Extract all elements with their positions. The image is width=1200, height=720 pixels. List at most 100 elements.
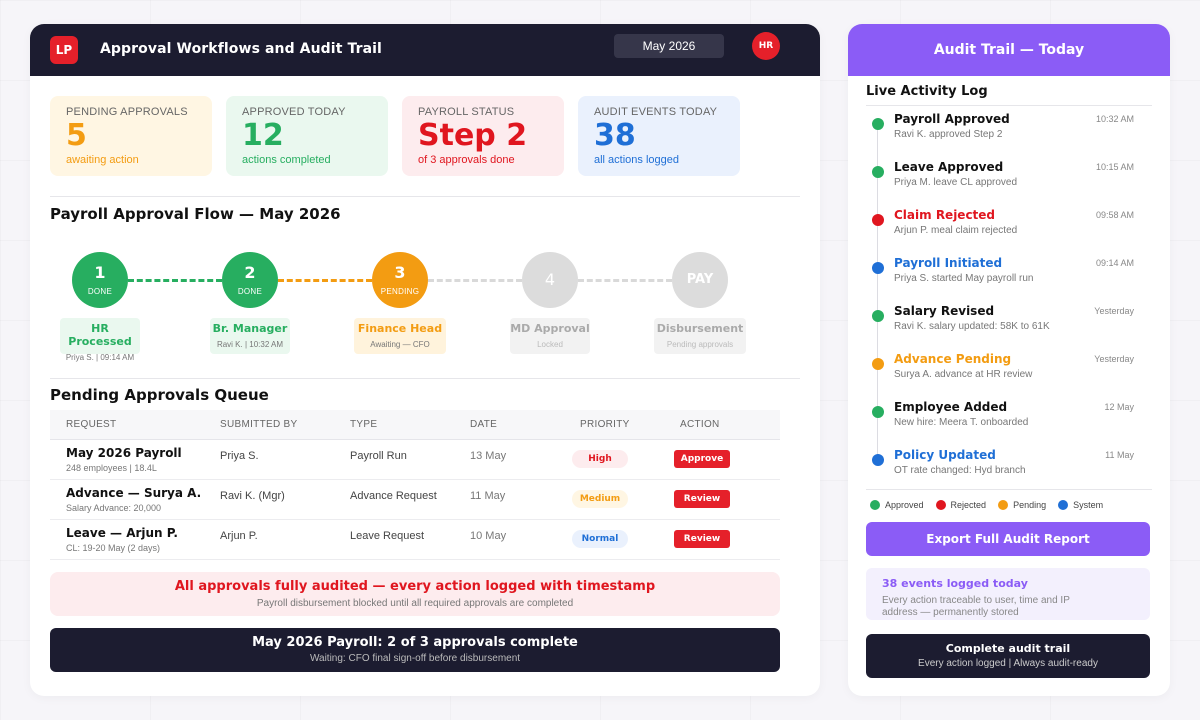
kpi-sub: actions completed xyxy=(242,154,331,166)
log-item[interactable]: Payroll Initiated 09:14 AM Priya S. star… xyxy=(866,254,1136,294)
events-sub: Every action traceable to user, time and… xyxy=(882,595,1070,618)
col-submitted-by: SUBMITTED BY xyxy=(220,419,298,430)
status-dot xyxy=(872,358,884,370)
queue-title: Pending Approvals Queue xyxy=(50,386,269,404)
log-desc: Surya A. advance at HR review xyxy=(894,369,1033,380)
submitted-by: Priya S. xyxy=(220,450,259,462)
kpi-label: PAYROLL STATUS xyxy=(418,106,515,118)
request-date: 10 May xyxy=(470,530,507,542)
divider xyxy=(50,378,800,379)
status-legend: Approved Rejected Pending System xyxy=(870,500,1103,510)
step-detail: Pending approvals xyxy=(666,340,734,349)
log-time: 10:32 AM xyxy=(1095,114,1134,124)
rejected-dot-icon xyxy=(935,500,946,510)
table-row[interactable]: Leave — Arjun P. CL: 19-20 May (2 days) … xyxy=(50,520,780,560)
review-button[interactable]: Review xyxy=(674,490,730,508)
log-time: 11 May xyxy=(1105,450,1134,460)
log-item[interactable]: Leave Approved 10:15 AM Priya M. leave C… xyxy=(866,158,1136,198)
user-avatar[interactable]: HR xyxy=(752,32,780,60)
legend-label: Pending xyxy=(1013,500,1047,510)
kpi-sub: of 3 approvals done xyxy=(418,154,515,166)
kpi-pending-approvals: PENDING APPROVALS 5 awaiting action xyxy=(50,96,212,176)
divider xyxy=(866,105,1152,106)
log-time: Yesterday xyxy=(1094,306,1134,316)
trail-sub: Every action logged | Always audit-ready xyxy=(918,658,1098,669)
request-type: Payroll Run xyxy=(350,450,407,462)
flow-connector xyxy=(128,279,222,282)
payroll-summary-banner: May 2026 Payroll: 2 of 3 approvals compl… xyxy=(50,628,780,672)
log-item[interactable]: Employee Added 12 May New hire: Meera T.… xyxy=(866,398,1136,438)
flow-step-pay: PAY xyxy=(672,252,728,308)
divider xyxy=(50,196,800,197)
table-row[interactable]: May 2026 Payroll 248 employees | 18.4L P… xyxy=(50,440,780,480)
log-time: 10:15 AM xyxy=(1095,162,1134,172)
step-name: HR Processed xyxy=(68,322,132,348)
review-button[interactable]: Review xyxy=(674,530,730,548)
log-item[interactable]: Policy Updated 11 May OT rate changed: H… xyxy=(866,446,1136,486)
step-label-md: MD Approval Locked xyxy=(510,318,590,354)
step-name: Br. Manager xyxy=(212,322,288,335)
log-item[interactable]: Salary Revised Yesterday Ravi K. salary … xyxy=(866,302,1136,342)
flow-step-finance[interactable]: 3 PENDING xyxy=(372,252,428,308)
export-audit-report-button[interactable]: Export Full Audit Report xyxy=(866,522,1150,556)
kpi-value: 38 xyxy=(594,118,636,153)
month-selector[interactable]: May 2026 xyxy=(614,34,724,58)
step-number: 1 xyxy=(94,263,106,282)
status-dot xyxy=(872,406,884,418)
log-item[interactable]: Claim Rejected 09:58 AM Arjun P. meal cl… xyxy=(866,206,1136,246)
step-detail: Awaiting — CFO xyxy=(370,340,430,349)
flow-title: Payroll Approval Flow — May 2026 xyxy=(50,205,341,223)
submitted-by: Arjun P. xyxy=(220,530,258,542)
priority-badge: Normal xyxy=(572,530,628,548)
request-date: 11 May xyxy=(470,490,506,502)
step-state: DONE xyxy=(87,287,113,296)
step-name: Disbursement xyxy=(656,322,744,335)
log-desc: Priya M. leave CL approved xyxy=(894,177,1018,188)
status-dot xyxy=(872,454,884,466)
log-desc: Priya S. started May payroll run xyxy=(894,273,1034,284)
log-item[interactable]: Payroll Approved 10:32 AM Ravi K. approv… xyxy=(866,110,1136,150)
log-title: Advance Pending xyxy=(894,352,1012,366)
log-title: Leave Approved xyxy=(894,160,1004,174)
step-number: 2 xyxy=(244,263,256,282)
status-dot xyxy=(872,262,884,274)
log-desc: Ravi K. approved Step 2 xyxy=(894,129,1003,140)
legend-label: System xyxy=(1073,500,1104,510)
col-action: ACTION xyxy=(680,419,720,430)
log-desc: Arjun P. meal claim rejected xyxy=(894,225,1018,236)
status-dot xyxy=(872,214,884,226)
request-detail: CL: 19-20 May (2 days) xyxy=(66,543,161,553)
approve-button[interactable]: Approve xyxy=(674,450,730,468)
step-name: Finance Head xyxy=(357,322,443,335)
main-header: LP Approval Workflows and Audit Trail Ma… xyxy=(30,24,820,76)
request-cell: May 2026 Payroll 248 employees | 18.4L xyxy=(66,446,182,473)
notice-sub: Payroll disbursement blocked until all r… xyxy=(256,598,574,609)
system-dot-icon xyxy=(1058,500,1069,510)
log-title: Salary Revised xyxy=(894,304,995,318)
log-time: 09:14 AM xyxy=(1095,258,1134,268)
kpi-approved-today: APPROVED TODAY 12 actions completed xyxy=(226,96,388,176)
step-number: PAY xyxy=(686,272,714,287)
activity-log-title: Live Activity Log xyxy=(866,84,988,99)
flow-step-manager[interactable]: 2 DONE xyxy=(222,252,278,308)
request-type: Advance Request xyxy=(350,490,437,502)
priority-badge: Medium xyxy=(572,490,628,508)
notice-title: All approvals fully audited — every acti… xyxy=(174,579,656,594)
flow-connector xyxy=(578,279,672,282)
table-row[interactable]: Advance — Surya A. Salary Advance: 20,00… xyxy=(50,480,780,520)
kpi-value: Step 2 xyxy=(418,118,528,153)
flow-step-md: 4 xyxy=(522,252,578,308)
kpi-sub: all actions logged xyxy=(594,154,680,166)
log-desc: Ravi K. salary updated: 58K to 61K xyxy=(894,321,1050,332)
events-title: 38 events logged today xyxy=(882,577,1028,590)
audit-notice: All approvals fully audited — every acti… xyxy=(50,572,780,616)
step-state: DONE xyxy=(237,287,263,296)
log-item[interactable]: Advance Pending Yesterday Surya A. advan… xyxy=(866,350,1136,390)
timeline-line xyxy=(877,124,878,464)
divider xyxy=(866,489,1152,490)
approved-dot-icon xyxy=(870,500,880,510)
audit-trail-panel: Audit Trail — Today Live Activity Log Pa… xyxy=(848,24,1170,696)
col-priority: PRIORITY xyxy=(580,419,630,430)
request-detail: 248 employees | 18.4L xyxy=(66,463,157,473)
flow-step-hr[interactable]: 1 DONE xyxy=(72,252,128,308)
